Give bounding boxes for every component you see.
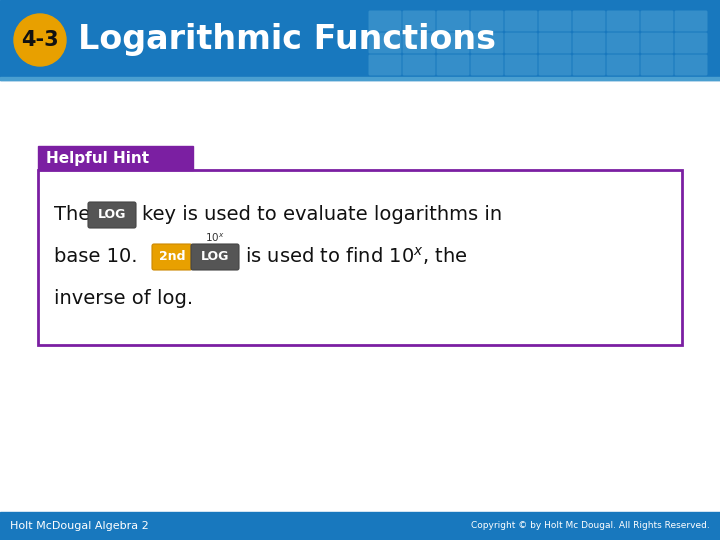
FancyBboxPatch shape bbox=[402, 55, 436, 76]
Text: 4-3: 4-3 bbox=[21, 30, 59, 50]
FancyBboxPatch shape bbox=[505, 55, 538, 76]
FancyBboxPatch shape bbox=[606, 32, 639, 53]
FancyBboxPatch shape bbox=[436, 55, 469, 76]
FancyBboxPatch shape bbox=[539, 55, 572, 76]
FancyBboxPatch shape bbox=[88, 202, 136, 228]
Text: LOG: LOG bbox=[98, 208, 126, 221]
Bar bbox=[0, 77, 720, 80]
FancyBboxPatch shape bbox=[505, 10, 538, 31]
FancyBboxPatch shape bbox=[539, 32, 572, 53]
Text: 2nd: 2nd bbox=[158, 251, 185, 264]
FancyBboxPatch shape bbox=[606, 10, 639, 31]
FancyBboxPatch shape bbox=[606, 55, 639, 76]
FancyBboxPatch shape bbox=[641, 32, 673, 53]
FancyBboxPatch shape bbox=[572, 32, 606, 53]
FancyBboxPatch shape bbox=[572, 55, 606, 76]
Bar bbox=[0, 0, 720, 80]
FancyBboxPatch shape bbox=[402, 32, 436, 53]
FancyBboxPatch shape bbox=[369, 55, 402, 76]
Bar bbox=[38, 146, 193, 170]
FancyBboxPatch shape bbox=[369, 32, 402, 53]
FancyBboxPatch shape bbox=[470, 32, 503, 53]
FancyBboxPatch shape bbox=[505, 32, 538, 53]
FancyBboxPatch shape bbox=[641, 10, 673, 31]
Circle shape bbox=[14, 14, 66, 66]
FancyBboxPatch shape bbox=[539, 10, 572, 31]
FancyBboxPatch shape bbox=[675, 32, 708, 53]
Text: Logarithmic Functions: Logarithmic Functions bbox=[78, 23, 496, 56]
FancyBboxPatch shape bbox=[572, 10, 606, 31]
Text: Copyright © by Holt Mc Dougal. All Rights Reserved.: Copyright © by Holt Mc Dougal. All Right… bbox=[472, 522, 710, 530]
Text: Helpful Hint: Helpful Hint bbox=[46, 151, 149, 165]
FancyBboxPatch shape bbox=[402, 10, 436, 31]
FancyBboxPatch shape bbox=[675, 55, 708, 76]
Text: base 10.: base 10. bbox=[54, 246, 138, 266]
Text: $10^x$: $10^x$ bbox=[205, 232, 225, 244]
Text: Holt McDougal Algebra 2: Holt McDougal Algebra 2 bbox=[10, 521, 149, 531]
FancyBboxPatch shape bbox=[369, 10, 402, 31]
FancyBboxPatch shape bbox=[675, 10, 708, 31]
Text: key is used to evaluate logarithms in: key is used to evaluate logarithms in bbox=[142, 205, 502, 224]
FancyBboxPatch shape bbox=[436, 32, 469, 53]
Bar bbox=[38, 170, 682, 345]
Bar bbox=[0, 512, 720, 540]
Text: is used to find $10^x$, the: is used to find $10^x$, the bbox=[245, 245, 468, 267]
FancyBboxPatch shape bbox=[191, 244, 239, 270]
FancyBboxPatch shape bbox=[641, 55, 673, 76]
Text: inverse of log.: inverse of log. bbox=[54, 288, 193, 307]
FancyBboxPatch shape bbox=[436, 10, 469, 31]
FancyBboxPatch shape bbox=[470, 10, 503, 31]
FancyBboxPatch shape bbox=[152, 244, 192, 270]
FancyBboxPatch shape bbox=[470, 55, 503, 76]
Text: LOG: LOG bbox=[201, 251, 229, 264]
Text: The: The bbox=[54, 205, 90, 224]
